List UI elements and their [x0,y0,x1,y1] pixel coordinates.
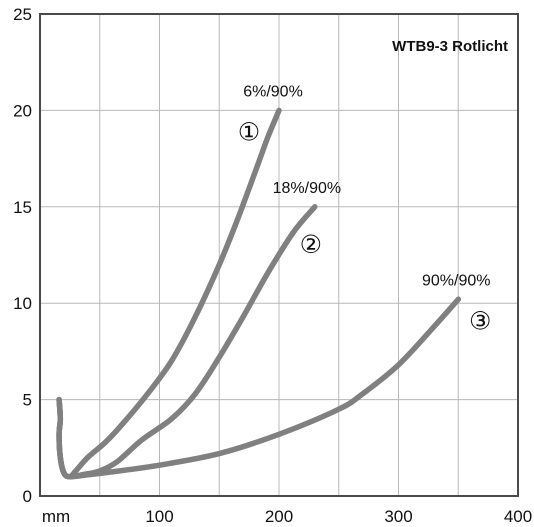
x-tick-label: 300 [384,507,412,526]
x-axis-unit-label: mm [42,507,70,526]
curve-label-1: 6%/90% [243,83,303,100]
y-tick-label: 0 [23,487,32,506]
y-tick-label: 15 [13,198,32,217]
y-tick-label: 20 [13,101,32,120]
x-tick-label: 400 [504,507,532,526]
x-tick-label: 200 [265,507,293,526]
x-tick-label: 100 [145,507,173,526]
curve-label-2: 18%/90% [273,180,342,197]
curve-line-3 [56,296,462,480]
curve-labels: 6%/90% ① 18%/90% ② 90%/90% ③ [238,83,492,335]
plot-frame [39,13,519,497]
y-tick-label: 25 [13,5,32,24]
curve-marker-1: ① [238,117,260,146]
curve-marker-2: ② [300,230,322,259]
y-tick-label: 10 [13,294,32,313]
chart-title: WTB9-3 Rotlicht [392,38,508,55]
axis-tick-labels: 0 5 10 15 20 25 mm 100 200 300 400 [13,5,532,526]
curve-marker-3: ③ [469,306,491,335]
curve-label-3: 90%/90% [422,272,491,289]
grid-lines [40,14,518,496]
y-tick-label: 5 [23,391,32,410]
curve-lines [56,107,462,480]
